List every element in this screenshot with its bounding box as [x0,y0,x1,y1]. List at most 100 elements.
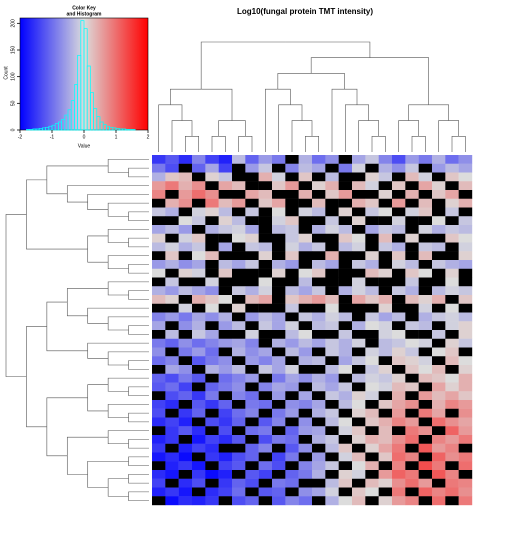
missing-cell [218,286,233,296]
heatmap-cell [245,225,259,234]
missing-cell [458,207,473,217]
missing-cell [325,198,339,208]
heatmap-cell [178,260,193,269]
heatmap-cell [405,163,419,173]
missing-cell [352,172,366,182]
missing-cell [445,251,459,261]
heatmap-cell [352,400,366,409]
heatmap-cell [458,496,473,506]
missing-cell [312,233,326,243]
heatmap-cell [192,496,206,506]
heatmap-cell [298,426,313,436]
heatmap-cell [378,426,393,436]
heatmap-cell [298,338,313,348]
missing-cell [445,408,459,418]
missing-cell [352,268,366,278]
row-dendrogram [26,179,47,215]
heatmap-cell [205,496,219,506]
heatmap-cell [245,470,259,479]
heatmap-cell [352,435,366,444]
row-dendrogram [107,478,129,488]
heatmap-cell [392,163,406,173]
heatmap-cell [458,155,473,164]
missing-cell [432,321,446,331]
missing-cell [298,260,313,269]
heatmap-cell [258,443,273,453]
heatmap-cell [418,251,433,261]
heatmap-cell [165,391,179,401]
missing-cell [432,233,446,243]
y-tick-label: 150 [10,46,16,55]
heatmap-cell [165,470,179,479]
row-dendrogram [87,342,149,351]
missing-cell [445,330,459,339]
heatmap-cell [312,461,326,471]
row-dendrogram [87,202,109,210]
heatmap-cell [378,443,393,453]
heatmap-cell [445,452,459,462]
heatmap-cell [218,155,233,164]
heatmap-cell [445,312,459,322]
missing-cell [298,251,313,261]
missing-cell [205,216,219,226]
missing-cell [205,268,219,278]
heatmap-cell [338,496,353,506]
heatmap-cell [338,330,353,339]
missing-cell [458,347,473,357]
heatmap-cell [285,338,299,348]
missing-cell [232,163,246,173]
heatmap-cell [258,417,273,427]
column-dendrogram [238,135,246,152]
heatmap-cell [365,461,379,471]
heatmap-cell [432,242,446,252]
heatmap-cell [418,303,433,313]
heatmap-cell [325,155,339,164]
heatmap-cell [205,295,219,304]
missing-cell [165,268,179,278]
missing-cell [258,207,273,217]
column-dendrogram [408,120,419,137]
heatmap-cell [285,400,299,409]
column-dendrogram [232,120,246,137]
heatmap-cell [232,373,246,383]
heatmap-cell [458,260,473,269]
missing-cell [285,190,299,199]
heatmap-cell [192,181,206,191]
missing-cell [298,435,313,444]
row-dendrogram [107,377,149,385]
heatmap-cell [192,233,206,243]
heatmap-cell [178,155,193,164]
missing-cell [405,391,419,401]
missing-cell [338,172,353,182]
heatmap-cell [205,470,219,479]
missing-cell [325,400,339,409]
row-dendrogram [128,211,149,217]
heatmap-cell [392,338,406,348]
missing-cell [392,190,406,199]
missing-cell [298,365,313,374]
heatmap-cell [272,198,286,208]
heatmap-cell [218,260,233,269]
heatmap-cell [445,286,459,296]
heatmap-cell [152,225,166,234]
missing-cell [338,321,353,331]
missing-cell [258,408,273,418]
missing-cell [192,452,206,462]
missing-cell [312,496,326,506]
heatmap-cell [178,347,193,357]
heatmap-cell [232,478,246,488]
missing-cell [245,382,259,392]
heatmap-cell [165,207,179,217]
missing-cell [218,347,233,357]
heatmap-cell [458,198,473,208]
missing-cell [418,417,433,427]
heatmap-cell [245,452,259,462]
heatmap-cell [378,435,393,444]
missing-cell [192,277,206,287]
missing-cell [258,373,273,383]
heatmap-cell [432,181,446,191]
heatmap-cell [432,312,446,322]
heatmap-cell [272,207,286,217]
heatmap-cell [258,347,273,357]
missing-cell [245,303,259,313]
